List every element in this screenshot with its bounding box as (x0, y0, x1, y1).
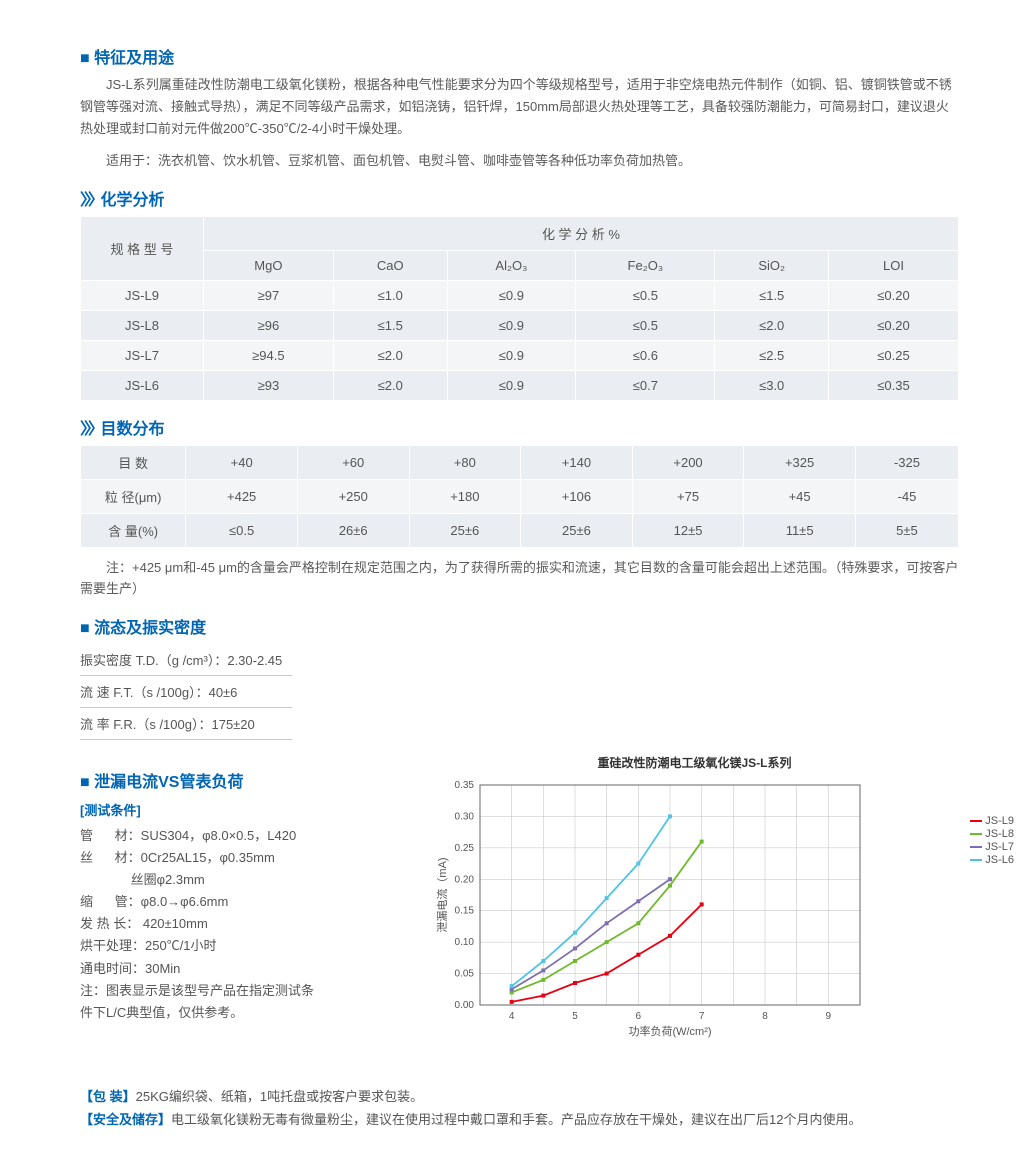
chem-table: 规 格 型 号化 学 分 析 %MgOCaOAl₂O₃Fe₂O₃SiO₂LOIJ… (80, 216, 959, 401)
section-chem-title: 化学分析 (80, 186, 959, 210)
pack-text: 25KG编织袋、纸箱，1吨托盘或按客户要求包装。 (136, 1089, 423, 1104)
pack-label: 【包 装】 (80, 1089, 136, 1104)
svg-text:泄漏电流（mA): 泄漏电流（mA) (435, 857, 449, 932)
safe-label: 【安全及储存】 (80, 1112, 171, 1127)
svg-text:5: 5 (572, 1011, 578, 1022)
svg-text:0.25: 0.25 (455, 843, 475, 854)
svg-text:7: 7 (699, 1011, 705, 1022)
leak-chart: 重硅改性防潮电工级氧化镁JS-L系列 0.000.050.100.150.200… (430, 754, 959, 1068)
svg-text:4: 4 (509, 1011, 515, 1022)
svg-text:0.00: 0.00 (455, 1000, 475, 1011)
svg-text:8: 8 (762, 1011, 768, 1022)
svg-text:0.30: 0.30 (455, 811, 475, 822)
footer-pack: 【包 装】25KG编织袋、纸箱，1吨托盘或按客户要求包装。 (80, 1086, 959, 1105)
section-mesh-title: 目数分布 (80, 415, 959, 439)
svg-text:9: 9 (826, 1011, 832, 1022)
test-conditions: 管 材：SUS304，φ8.0×0.5，L420丝 材：0Cr25AL15，φ0… (80, 825, 410, 1024)
footer-safe: 【安全及储存】电工级氧化镁粉无毒有微量粉尘，建议在使用过程中戴口罩和手套。产品应… (80, 1109, 959, 1128)
svg-text:0.05: 0.05 (455, 969, 475, 980)
chart-title: 重硅改性防潮电工级氧化镁JS-L系列 (430, 754, 959, 771)
test-cond-label: [测试条件] (80, 800, 410, 819)
section-density-title: 流态及振实密度 (80, 614, 959, 638)
svg-text:0.35: 0.35 (455, 780, 475, 791)
mesh-note: 注：+425 μm和-45 μm的含量会严格控制在规定范围之内，为了获得所需的振… (80, 558, 959, 600)
chart-legend: JS-L9JS-L8JS-L7JS-L6 (970, 814, 1014, 867)
safe-text: 电工级氧化镁粉无毒有微量粉尘，建议在使用过程中戴口罩和手套。产品应存放在干燥处，… (171, 1112, 861, 1127)
mesh-table: 目 数+40+60+80+140+200+325-325粒 径(μm)+425+… (80, 445, 959, 548)
svg-text:0.15: 0.15 (455, 906, 475, 917)
density-table: 振实密度 T.D.（g /cm³）：2.30-2.45流 速 F.T.（s /1… (80, 644, 292, 740)
section-leak-title: 泄漏电流VS管表负荷 (80, 768, 410, 792)
chart-svg: 0.00 0.05 0.10 0.15 0.20 0.25 0.30 0.35 4 5 6 7 8 9 功率… (430, 775, 930, 1065)
svg-text:功率负荷(W/cm²): 功率负荷(W/cm²) (628, 1024, 711, 1038)
svg-text:6: 6 (636, 1011, 642, 1022)
svg-text:0.20: 0.20 (455, 874, 475, 885)
features-p1: JS-L系列属重硅改性防潮电工级氧化镁粉，根据各种电气性能要求分为四个等级规格型… (80, 74, 959, 140)
features-p2: 适用于：洗衣机管、饮水机管、豆浆机管、面包机管、电熨斗管、咖啡壶管等各种低功率负… (80, 150, 959, 172)
svg-text:0.10: 0.10 (455, 937, 475, 948)
section-features-title: 特征及用途 (80, 44, 959, 68)
